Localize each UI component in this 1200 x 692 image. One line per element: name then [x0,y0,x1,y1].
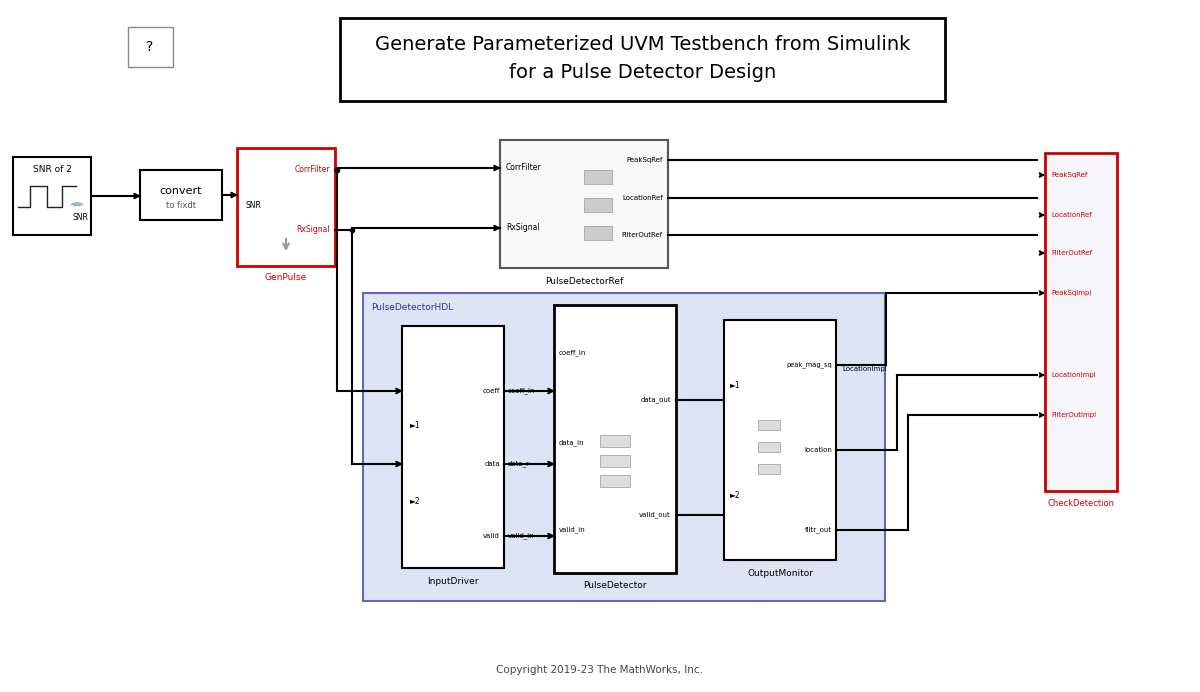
Text: CheckDetection: CheckDetection [1048,500,1115,509]
Text: GenPulse: GenPulse [265,273,307,282]
Text: PulseDetector: PulseDetector [583,581,647,590]
Bar [584,226,612,240]
Text: LocationImpl: LocationImpl [842,366,887,372]
Bar [757,442,780,452]
Text: InputDriver: InputDriver [427,576,479,585]
Text: RxSignal: RxSignal [296,226,330,235]
Text: RxSignal: RxSignal [506,224,540,233]
Text: ►2: ►2 [730,491,740,500]
Bar [128,27,173,67]
Text: OutputMonitor: OutputMonitor [746,569,814,578]
Text: for a Pulse Detector Design: for a Pulse Detector Design [509,62,776,82]
Text: Generate Parameterized UVM Testbench from Simulink: Generate Parameterized UVM Testbench fro… [374,35,910,55]
Text: to fixdt: to fixdt [166,201,196,210]
Text: convert: convert [160,186,203,196]
Text: ►2: ►2 [410,496,421,505]
Text: LocationRef: LocationRef [1051,212,1092,218]
Text: PulseDetectorHDL: PulseDetectorHDL [371,302,454,311]
Text: peak_mag_sq: peak_mag_sq [786,362,832,368]
Bar [584,198,612,212]
Text: valid_in: valid_in [559,527,586,534]
Bar [1045,153,1117,491]
Text: ►1: ►1 [410,421,421,430]
Text: SNR: SNR [245,201,260,210]
Text: data_in: data_in [559,439,584,446]
Bar [238,148,335,266]
Bar [364,293,886,601]
Text: SNR: SNR [72,212,88,221]
Text: data_out: data_out [641,397,671,403]
Bar [757,464,780,474]
Text: valid_out: valid_out [640,511,671,518]
Text: PeakSqRef: PeakSqRef [626,157,662,163]
Text: ?: ? [146,40,154,54]
Text: CorrFilter: CorrFilter [506,163,541,172]
Text: valid: valid [484,533,500,539]
Text: PulseDetectorRef: PulseDetectorRef [545,277,623,286]
Text: data: data [485,461,500,467]
Text: CorrFilter: CorrFilter [294,165,330,174]
Text: coeff: coeff [482,388,500,394]
Text: coeff_in: coeff_in [559,349,587,356]
Text: filtr_out: filtr_out [805,527,832,534]
Bar [402,326,504,568]
Bar [500,140,668,268]
Text: SNR of 2: SNR of 2 [32,165,72,174]
Text: location: location [804,447,832,453]
Text: LocationRef: LocationRef [623,195,662,201]
Text: LocationImpl: LocationImpl [1051,372,1096,378]
Bar [584,170,612,184]
Text: coeff_in: coeff_in [508,388,535,394]
Text: valid_in: valid_in [508,533,535,539]
Text: data_r: data_r [508,461,530,467]
Text: Copyright 2019-23 The MathWorks, Inc.: Copyright 2019-23 The MathWorks, Inc. [497,665,703,675]
Bar [140,170,222,220]
Text: FilterOutRef: FilterOutRef [1051,250,1092,256]
Text: PeakSqImpl: PeakSqImpl [1051,290,1091,296]
Bar [600,435,630,447]
Bar [757,420,780,430]
Bar [340,18,946,101]
Bar [600,475,630,487]
Text: PeakSqRef: PeakSqRef [1051,172,1087,178]
Text: ►1: ►1 [730,381,740,390]
Bar [600,455,630,467]
Bar [13,157,91,235]
Text: FilterOutImpl: FilterOutImpl [1051,412,1096,418]
Text: FilterOutRef: FilterOutRef [622,232,662,238]
Bar [554,305,676,573]
Bar [724,320,836,560]
